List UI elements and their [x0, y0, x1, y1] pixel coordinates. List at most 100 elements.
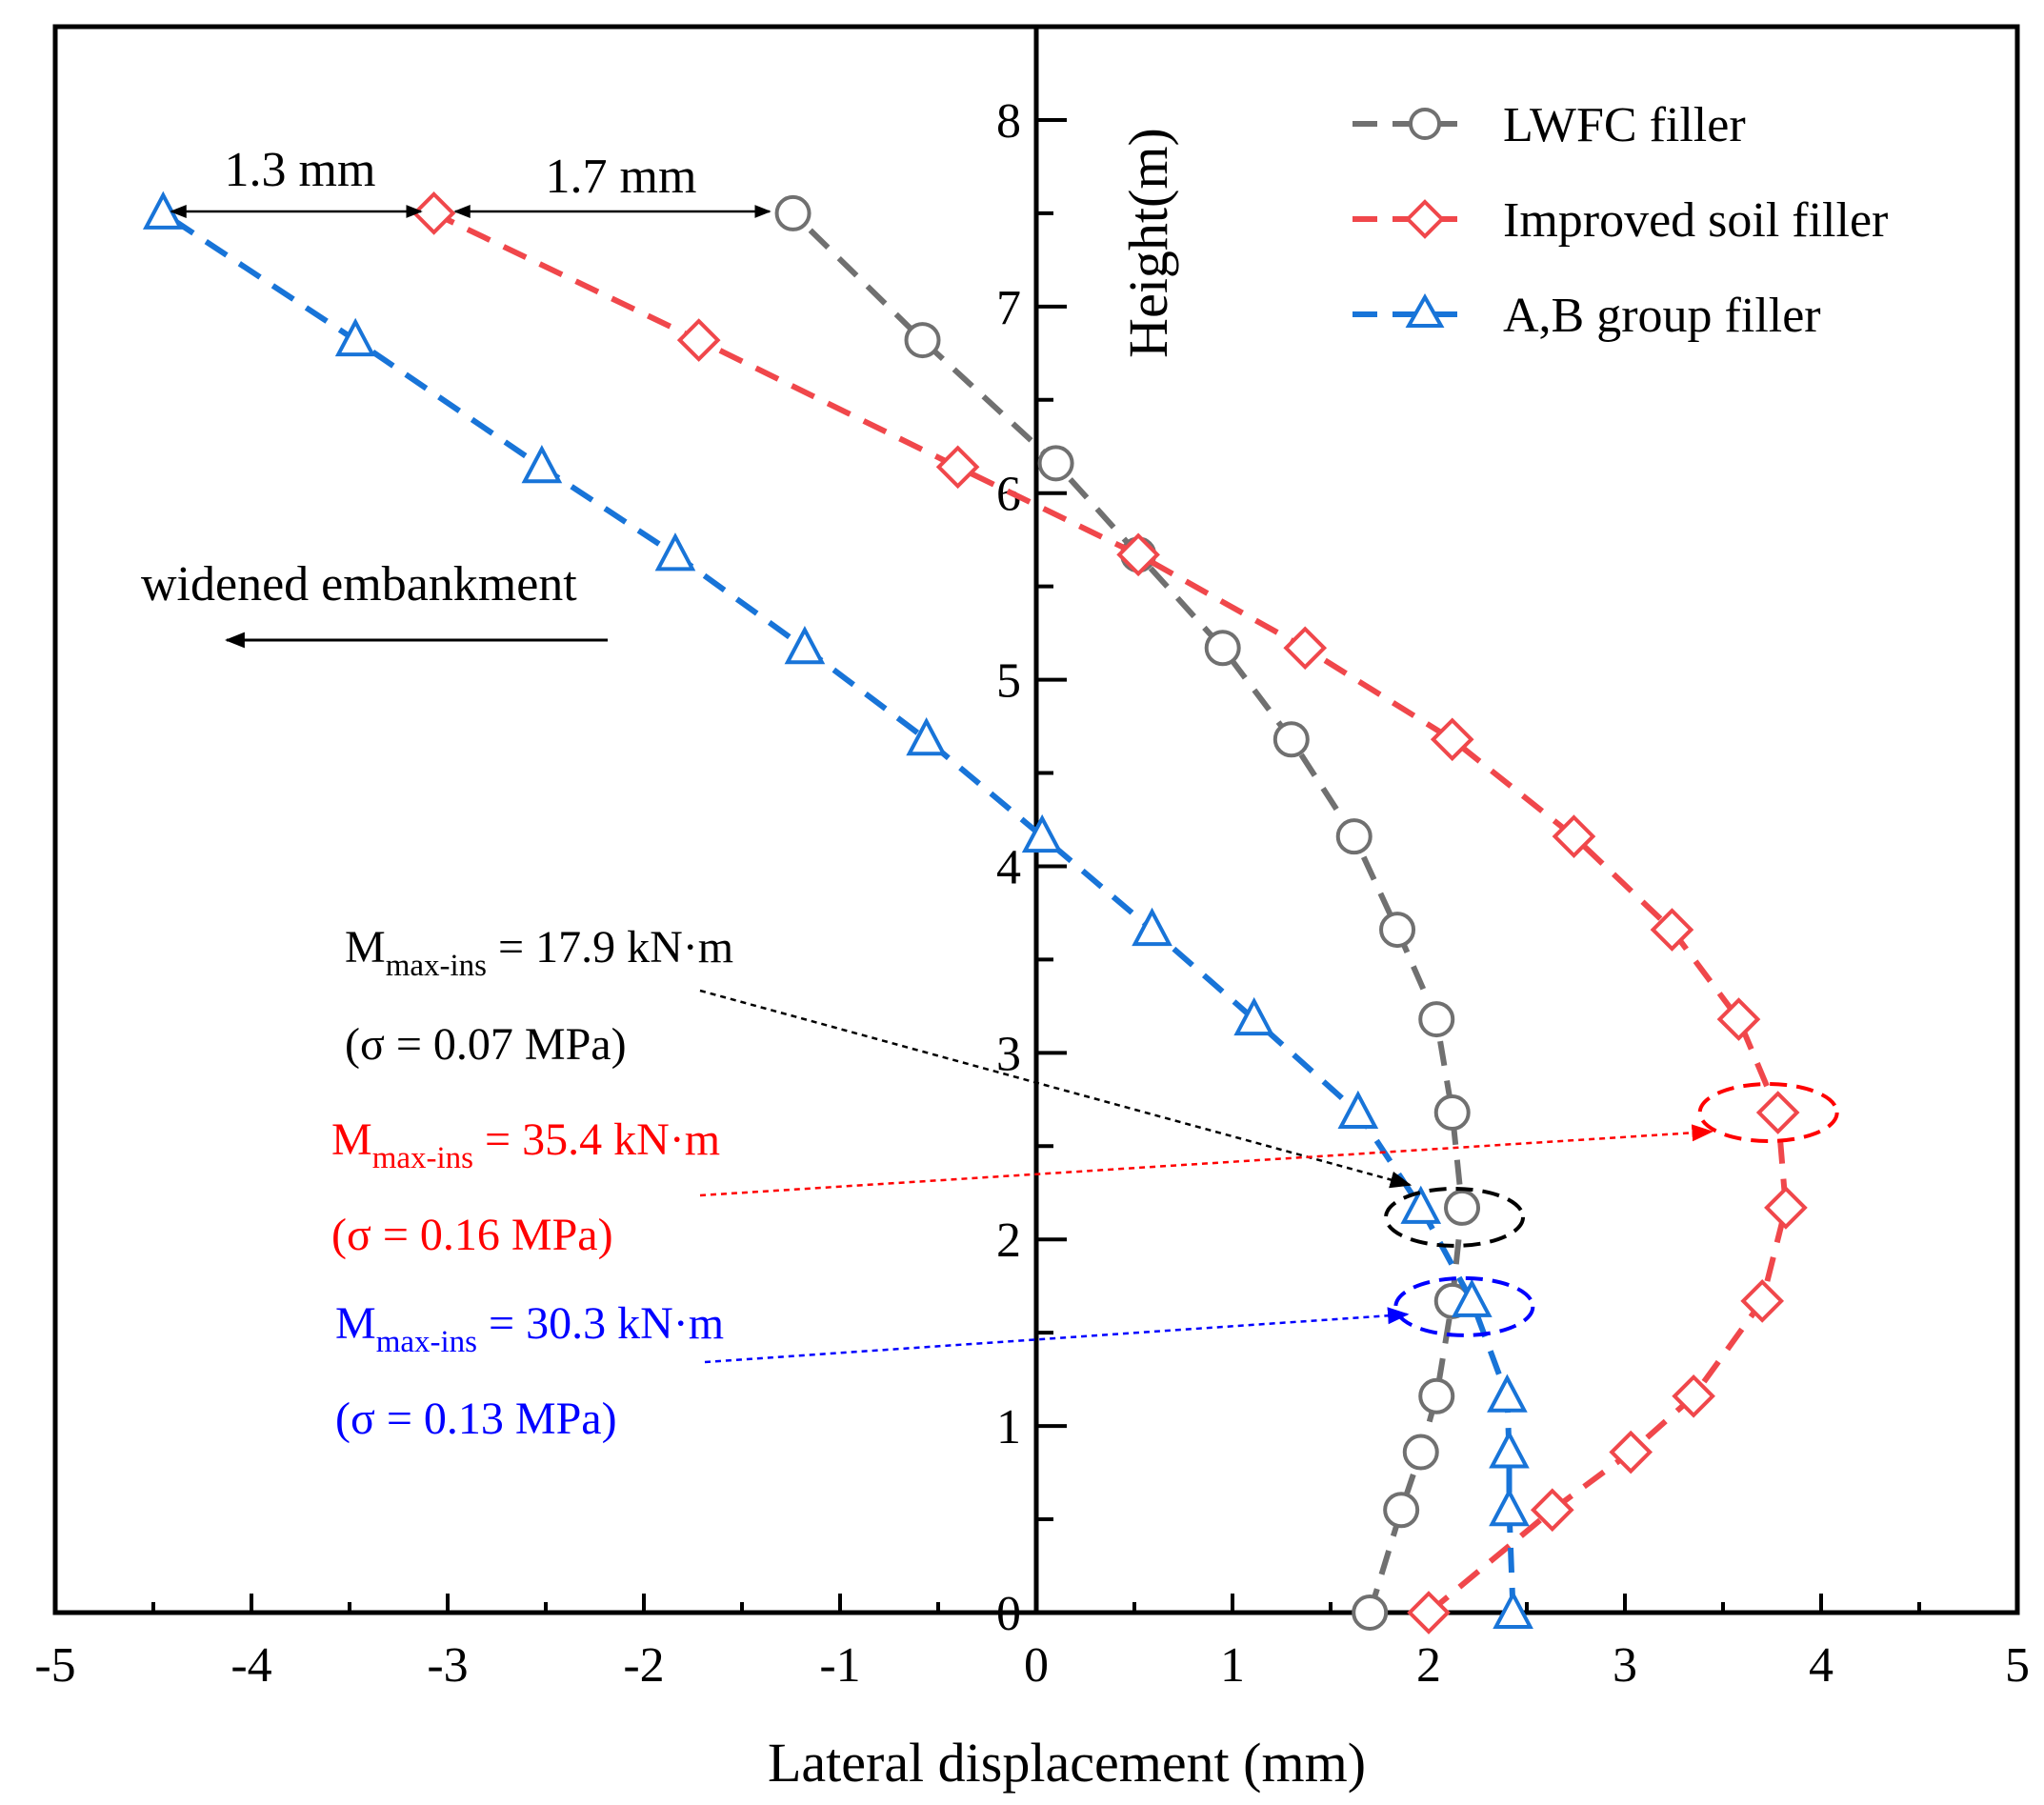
data-point: [1716, 997, 1761, 1041]
moment-annotation-improved-soil: Mmax-ins = 35.4 kN·m (σ = 0.16 MPa): [331, 1114, 720, 1260]
legend-marker-circle: [1409, 108, 1441, 140]
series-diamond: [411, 191, 1808, 1635]
legend-label-lwfc: LWFC filler: [1503, 98, 1746, 152]
direction-annotation: widened embankment: [141, 557, 608, 649]
legend-label-improved-soil: Improved soil filler: [1503, 193, 1888, 248]
legend-item-lwfc: LWFC filler: [1353, 98, 1746, 152]
data-point: [1283, 626, 1328, 671]
sigma-label-ab-group: (σ = 0.13 MPa): [335, 1394, 617, 1444]
gap2-label: 1.7 mm: [546, 150, 697, 204]
data-point: [654, 532, 696, 572]
legend: LWFC filler Improved soil filler A,B gro…: [1353, 98, 1888, 343]
y-axis-title: Height(m): [1117, 128, 1179, 358]
series-line: [432, 211, 1789, 1615]
data-point: [1430, 717, 1474, 762]
data-point: [1204, 630, 1241, 667]
data-point: [774, 194, 812, 231]
data-point: [411, 191, 456, 235]
data-point: [1672, 1374, 1715, 1418]
sigma-label-improved-soil: (σ = 0.16 MPa): [331, 1210, 613, 1260]
x-tick-label: -5: [34, 1638, 75, 1693]
x-tick-label: 2: [1416, 1638, 1441, 1693]
data-point: [1402, 1434, 1439, 1471]
annotation-shapes: [699, 989, 1839, 1364]
series-circle: [774, 194, 1481, 1631]
legend-marker-triangle: [1405, 292, 1445, 328]
data-point: [1489, 1430, 1530, 1469]
series-triangle: [142, 191, 1533, 1629]
data-point: [676, 318, 721, 362]
moment-annotation-lwfc: Mmax-ins = 17.9 kN·m (σ = 0.07 MPa): [345, 922, 733, 1070]
data-point: [1116, 532, 1160, 577]
legend-marker-diamond: [1405, 199, 1445, 239]
data-point: [904, 322, 941, 359]
x-axis-title: Lateral displacement (mm): [768, 1732, 1366, 1794]
data-point: [1433, 1094, 1471, 1132]
y-tick-label: 4: [996, 840, 1021, 894]
leader-ab-group: [704, 1307, 1410, 1364]
series-layer: [142, 191, 1808, 1635]
data-point: [935, 445, 980, 490]
y-tick-label: 0: [996, 1587, 1021, 1641]
x-tick-label: -1: [819, 1638, 860, 1693]
data-point: [1609, 1430, 1653, 1474]
data-point: [1451, 1278, 1493, 1317]
data-point: [1740, 1279, 1785, 1323]
y-tick-label: 3: [996, 1027, 1021, 1081]
data-point: [1021, 813, 1063, 853]
x-tick-label: -4: [230, 1638, 271, 1693]
data-point: [1407, 1591, 1451, 1635]
y-tick-label: 8: [996, 94, 1021, 149]
data-point: [334, 317, 376, 357]
data-point: [1650, 908, 1694, 952]
gap1-label: 1.3 mm: [225, 143, 376, 197]
data-point: [1335, 818, 1373, 855]
sigma-label-lwfc: (σ = 0.07 MPa): [345, 1019, 627, 1070]
data-point: [1352, 1594, 1389, 1631]
x-tick-label: -2: [623, 1638, 664, 1693]
data-point: [1272, 721, 1310, 758]
moment-label-improved-soil: Mmax-ins = 35.4 kN·m: [331, 1114, 720, 1175]
legend-label-ab-group: A,B group filler: [1503, 289, 1821, 343]
series-line: [791, 211, 1466, 1614]
data-point: [521, 445, 563, 484]
ellipse-lwfc: [1384, 1186, 1526, 1248]
ellipse-improved-soil: [1697, 1082, 1839, 1144]
data-point: [784, 626, 826, 665]
ellipse-ab-group: [1393, 1275, 1535, 1337]
moment-label-ab-group: Mmax-ins = 30.3 kN·m: [335, 1298, 724, 1359]
data-point: [1487, 1374, 1528, 1413]
x-tick-label: -3: [427, 1638, 468, 1693]
legend-item-improved-soil: Improved soil filler: [1353, 193, 1888, 248]
data-point: [906, 716, 947, 756]
data-point: [1755, 1091, 1800, 1134]
x-tick-label: 5: [2005, 1638, 2030, 1693]
data-point: [1444, 1189, 1481, 1226]
data-point: [1400, 1185, 1442, 1224]
data-point: [1383, 1492, 1420, 1529]
data-point: [1337, 1090, 1379, 1130]
data-point: [1037, 445, 1074, 482]
x-tick-label: 0: [1024, 1638, 1049, 1693]
data-point: [1552, 814, 1596, 858]
x-tick-label: 4: [1809, 1638, 1834, 1693]
data-point: [1764, 1186, 1808, 1230]
series-line: [161, 211, 1516, 1614]
y-tick-label: 7: [996, 281, 1021, 335]
data-point: [1132, 907, 1172, 947]
y-tick-label: 1: [996, 1400, 1021, 1454]
leader-lwfc: [699, 989, 1413, 1189]
data-point: [1489, 1487, 1530, 1527]
data-point: [1418, 1001, 1455, 1038]
y-tick-label: 2: [996, 1213, 1021, 1268]
data-point: [1493, 1590, 1533, 1629]
gap-annotations: 1.3 mm 1.7 mm: [170, 143, 772, 218]
leader-improved-soil: [699, 1124, 1713, 1197]
moment-annotation-ab-group: Mmax-ins = 30.3 kN·m (σ = 0.13 MPa): [335, 1298, 724, 1444]
x-tick-label: 1: [1220, 1638, 1245, 1693]
legend-item-ab-group: A,B group filler: [1353, 289, 1821, 343]
data-point: [1233, 996, 1274, 1036]
direction-label: widened embankment: [141, 557, 577, 612]
